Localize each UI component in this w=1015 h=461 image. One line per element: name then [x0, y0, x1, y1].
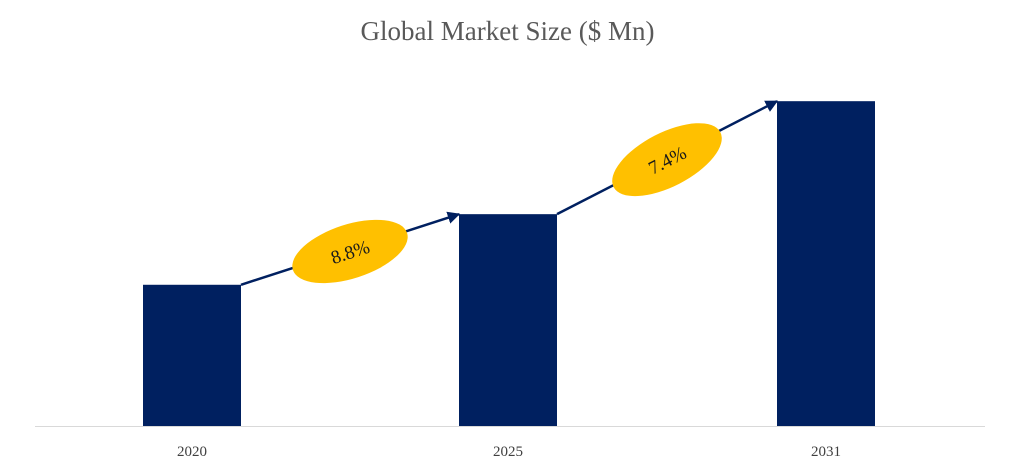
chart-title: Global Market Size ($ Mn) [360, 16, 655, 46]
x-tick-label-2020: 2020 [177, 444, 207, 460]
cagr-badge-shape [292, 219, 408, 284]
cagr-badge-2025-2031: 7.4% [612, 123, 722, 197]
badges-layer: 8.8% 7.4% [292, 123, 722, 284]
cagr-badge-shape [612, 123, 722, 197]
bar-2020 [143, 284, 241, 426]
cagr-badge-2020-2025: 8.8% [292, 219, 408, 284]
x-tick-label-2025: 2025 [493, 444, 523, 460]
x-tick-label-2031: 2031 [811, 444, 841, 460]
bar-2025 [459, 214, 557, 426]
bar-2031 [777, 101, 875, 427]
bars-layer [143, 101, 875, 427]
x-tick-labels: 2020 2025 2031 [177, 444, 841, 460]
